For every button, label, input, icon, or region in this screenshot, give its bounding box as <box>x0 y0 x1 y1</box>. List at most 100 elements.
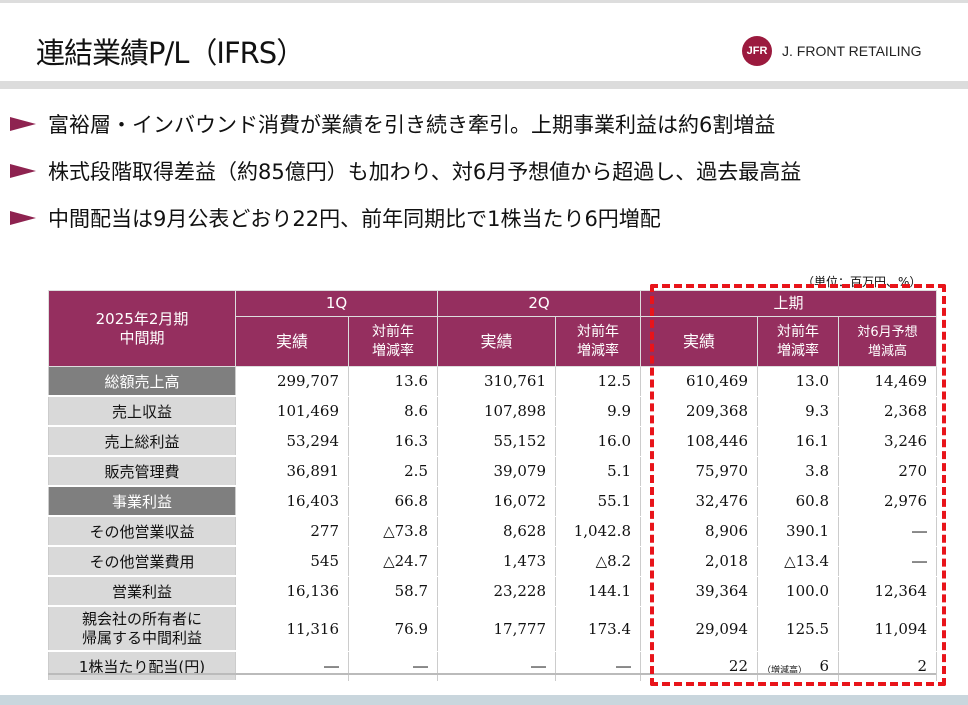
bullet-list: 富裕層・インバウンド消費が業績を引き続き牽引。上期事業利益は約6割増益 株式段階… <box>10 100 801 241</box>
bullet-text: 富裕層・インバウンド消費が業績を引き続き牽引。上期事業利益は約6割増益 <box>48 112 776 137</box>
row-label: 営業利益 <box>48 576 236 607</box>
table-cell: 13.0 <box>757 366 839 397</box>
page-title: 連結業績P/L（IFRS） <box>36 36 305 70</box>
row-label: 売上総利益 <box>48 426 236 457</box>
table-cell: 39,364 <box>640 576 758 607</box>
arrow-bullet-icon <box>10 163 36 178</box>
header-divider <box>0 81 968 89</box>
table-cell: △13.4 <box>757 546 839 577</box>
table-cell: 16,136 <box>235 576 349 607</box>
subheader-actual: 実績 <box>235 316 349 367</box>
table-row: 売上総利益 53,294 16.3 55,152 16.0 108,446 16.1 3,24… <box>48 426 937 457</box>
table-cell: 29,094 <box>640 606 758 652</box>
bullet-item: 中間配当は9月公表どおり22円、前年同期比で1株当たり6円増配 <box>10 194 801 241</box>
group-header-1q: 1Q <box>235 290 438 317</box>
table-cell: 12.5 <box>555 366 641 397</box>
table-cell: 545 <box>235 546 349 577</box>
table-cell: 53,294 <box>235 426 349 457</box>
table-cell: 3,246 <box>838 426 937 457</box>
table-cell: 32,476 <box>640 486 758 517</box>
table-row: その他営業収益 277 △73.8 8,628 1,042.8 8,906 390.1 ― <box>48 516 937 547</box>
arrow-bullet-icon <box>10 210 36 225</box>
subheader-yoy: 対前年 増減率 <box>757 316 839 367</box>
table-cell: 9.3 <box>757 396 839 427</box>
table-cell: ― <box>348 651 438 682</box>
table-cell: 310,761 <box>437 366 556 397</box>
table-cell: 55,152 <box>437 426 556 457</box>
table-cell: 39,079 <box>437 456 556 487</box>
table-cell: ― <box>555 651 641 682</box>
table-cell: 60.8 <box>757 486 839 517</box>
table-row: 販売管理費 36,891 2.5 39,079 5.1 75,970 3.8 270 <box>48 456 937 487</box>
table-cell: 16.3 <box>348 426 438 457</box>
table-cell: 13.6 <box>348 366 438 397</box>
table-cell: 2,368 <box>838 396 937 427</box>
row-label: その他営業費用 <box>48 546 236 577</box>
bullet-text: 株式段階取得差益（約85億円）も加わり、対6月予想値から超過し、過去最高益 <box>48 159 802 184</box>
row-label: 事業利益 <box>48 486 236 517</box>
table-cell: 16.1 <box>757 426 839 457</box>
table-cell: 75,970 <box>640 456 758 487</box>
table-cell: 76.9 <box>348 606 438 652</box>
table-cell: 16,072 <box>437 486 556 517</box>
table-cell: 11,094 <box>838 606 937 652</box>
table-cell: 23,228 <box>437 576 556 607</box>
table-cell: 277 <box>235 516 349 547</box>
table-cell: 16.0 <box>555 426 641 457</box>
table-cell: 55.1 <box>555 486 641 517</box>
jfr-logo-icon: JFR <box>742 36 772 66</box>
table-cell: 58.7 <box>348 576 438 607</box>
table-cell: 108,446 <box>640 426 758 457</box>
table-cell: 390.1 <box>757 516 839 547</box>
table-cell: 299,707 <box>235 366 349 397</box>
table-cell: 610,469 <box>640 366 758 397</box>
table-cell: 12,364 <box>838 576 937 607</box>
table-cell: 107,898 <box>437 396 556 427</box>
table-cell: ― <box>838 546 937 577</box>
table-cell: 209,368 <box>640 396 758 427</box>
table-cell: 1,473 <box>437 546 556 577</box>
row-label: その他営業収益 <box>48 516 236 547</box>
arrow-bullet-icon <box>10 116 36 131</box>
bottom-bar <box>0 695 968 705</box>
table-cell: △73.8 <box>348 516 438 547</box>
group-header-2q: 2Q <box>437 290 641 317</box>
highlight-box <box>650 284 946 686</box>
table-cell: ― <box>838 516 937 547</box>
row-label: 販売管理費 <box>48 456 236 487</box>
table-cell: △8.2 <box>555 546 641 577</box>
table-row: 親会社の所有者に 帰属する中間利益 11,316 76.9 17,777 173.4 29,… <box>48 606 937 652</box>
table-cell: 144.1 <box>555 576 641 607</box>
row-label: 売上収益 <box>48 396 236 427</box>
bullet-item: 富裕層・インバウンド消費が業績を引き続き牽引。上期事業利益は約6割増益 <box>10 100 801 147</box>
table-cell: 3.8 <box>757 456 839 487</box>
table-cell: 16,403 <box>235 486 349 517</box>
table-cell: 173.4 <box>555 606 641 652</box>
table-bottom-border <box>48 673 936 675</box>
subheader-yoy: 対前年 増減率 <box>555 316 641 367</box>
corner-header: 2025年2月期 中間期 <box>48 290 236 367</box>
bullet-item: 株式段階取得差益（約85億円）も加わり、対6月予想値から超過し、過去最高益 <box>10 147 801 194</box>
table-cell: 101,469 <box>235 396 349 427</box>
subheader-actual: 実績 <box>640 316 758 367</box>
table-cell: 22 <box>640 651 758 682</box>
table-cell: 1,042.8 <box>555 516 641 547</box>
top-border <box>0 0 968 3</box>
table-row: その他営業費用 545 △24.7 1,473 △8.2 2,018 △13.4 ― <box>48 546 937 577</box>
row-label: 1株当たり配当(円) <box>48 651 236 682</box>
table-row: 営業利益 16,136 58.7 23,228 144.1 39,364 100.0 12,3… <box>48 576 937 607</box>
row-label: 親会社の所有者に 帰属する中間利益 <box>48 606 236 652</box>
table-cell: △24.7 <box>348 546 438 577</box>
table-cell: 2,976 <box>838 486 937 517</box>
row-label: 総額売上高 <box>48 366 236 397</box>
table-cell: 11,316 <box>235 606 349 652</box>
bullet-text: 中間配当は9月公表どおり22円、前年同期比で1株当たり6円増配 <box>48 206 661 231</box>
table-cell: 270 <box>838 456 937 487</box>
table-cell: ― <box>235 651 349 682</box>
group-header-h1: 上期 <box>640 290 937 317</box>
table-cell: 8.6 <box>348 396 438 427</box>
table-cell: 5.1 <box>555 456 641 487</box>
table-cell: 9.9 <box>555 396 641 427</box>
table-cell: 2.5 <box>348 456 438 487</box>
table-row: 売上収益 101,469 8.6 107,898 9.9 209,368 9.3 2,368 <box>48 396 937 427</box>
